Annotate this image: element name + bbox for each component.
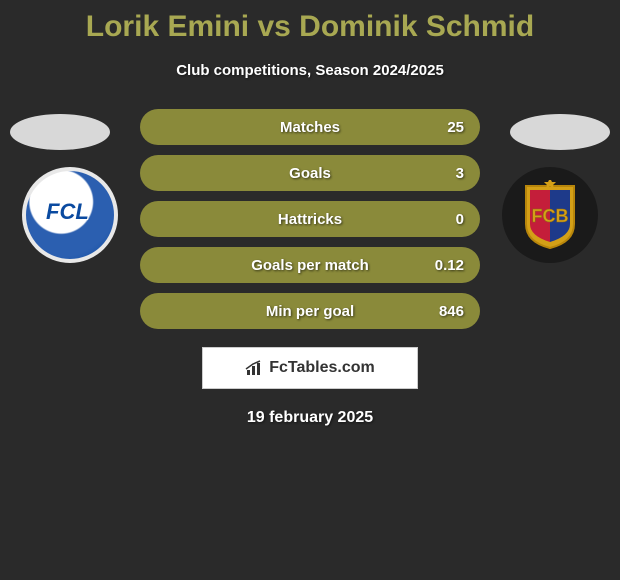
stat-value: 25 bbox=[447, 119, 464, 136]
brand-badge[interactable]: FcTables.com bbox=[202, 347, 418, 389]
stats-table: Matches 25 Goals 3 Hattricks 0 Goals per… bbox=[140, 109, 480, 329]
club-left-abbrev: FCL bbox=[46, 199, 89, 225]
stat-label: Hattricks bbox=[278, 211, 342, 228]
page-title: Lorik Emini vs Dominik Schmid bbox=[0, 0, 620, 44]
stat-label: Goals per match bbox=[251, 257, 369, 274]
player-avatar-right bbox=[510, 114, 610, 150]
basel-shield-icon: FCB bbox=[522, 180, 578, 250]
comparison-area: FCL FCB Matches 25 Goals 3 Hattricks 0 G… bbox=[0, 109, 620, 427]
stat-label: Matches bbox=[280, 119, 340, 136]
brand-text: FcTables.com bbox=[269, 359, 375, 377]
stat-row: Matches 25 bbox=[140, 109, 480, 145]
stat-value: 0 bbox=[456, 211, 464, 228]
date-text: 19 february 2025 bbox=[0, 409, 620, 427]
stat-value: 3 bbox=[456, 165, 464, 182]
stat-label: Min per goal bbox=[266, 303, 354, 320]
subtitle: Club competitions, Season 2024/2025 bbox=[0, 62, 620, 79]
chart-icon bbox=[245, 360, 265, 376]
club-badge-right: FCB bbox=[502, 167, 598, 263]
stat-row: Goals per match 0.12 bbox=[140, 247, 480, 283]
player-avatar-left bbox=[10, 114, 110, 150]
stat-value: 846 bbox=[439, 303, 464, 320]
stat-row: Hattricks 0 bbox=[140, 201, 480, 237]
club-badge-left: FCL bbox=[22, 167, 118, 263]
svg-text:FCB: FCB bbox=[532, 206, 569, 226]
stat-row: Min per goal 846 bbox=[140, 293, 480, 329]
stat-row: Goals 3 bbox=[140, 155, 480, 191]
stat-label: Goals bbox=[289, 165, 331, 182]
stat-value: 0.12 bbox=[435, 257, 464, 274]
